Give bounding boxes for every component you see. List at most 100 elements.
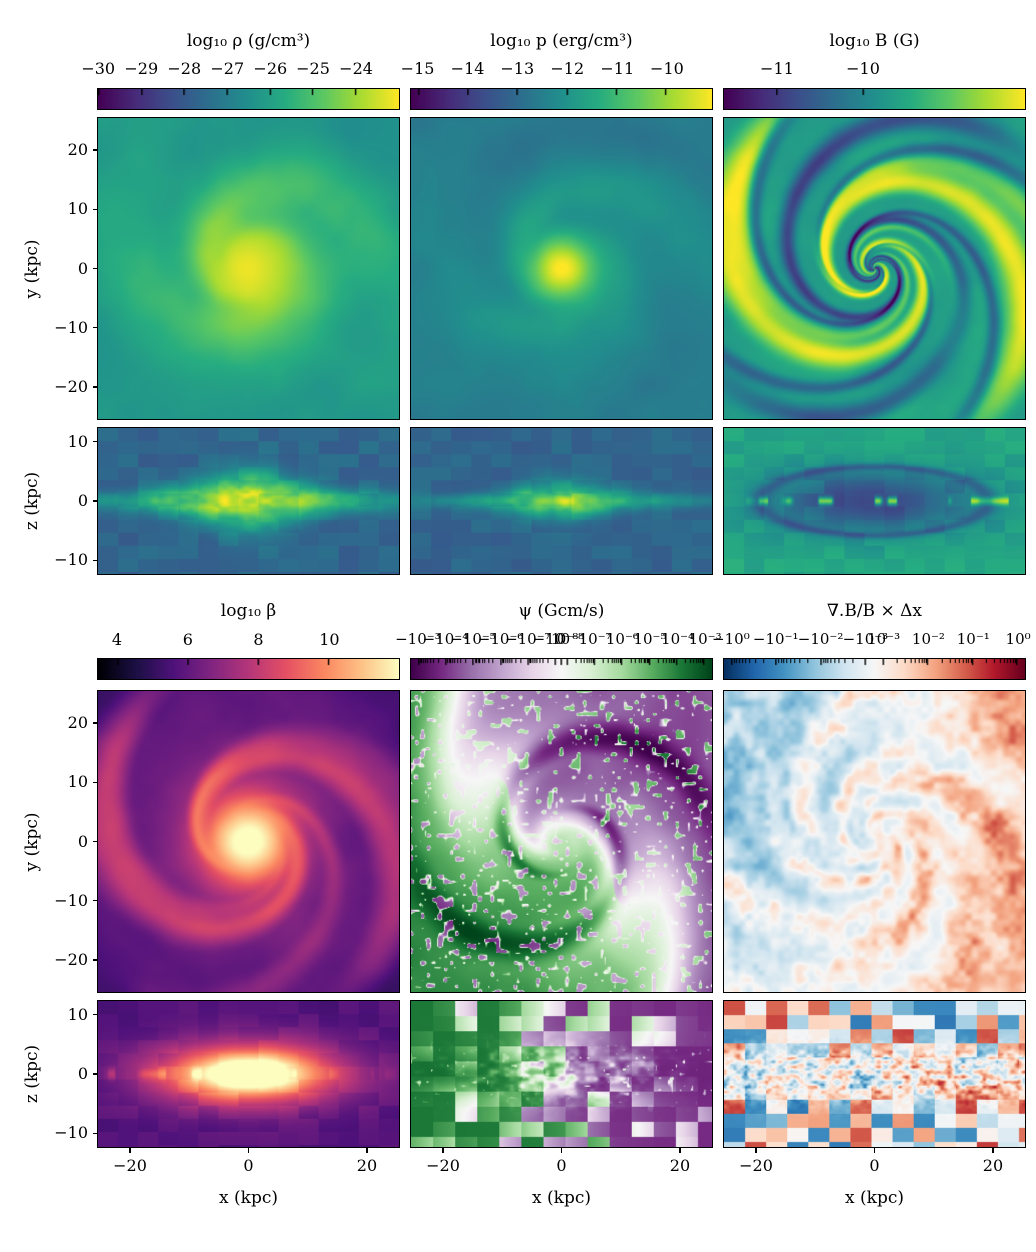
y-tick-mark <box>92 149 97 151</box>
z-tick-label: −10 <box>54 550 88 570</box>
y-tick-label: 10 <box>67 199 88 219</box>
colorbar-psi <box>410 658 713 680</box>
colorbar-tick-label: 10⁻⁶ <box>605 630 639 648</box>
colorbar-divb <box>723 658 1026 680</box>
y-tick-label: −20 <box>54 376 88 396</box>
edgeon-map-divb <box>723 1000 1026 1148</box>
z-tick-mark <box>92 1073 97 1075</box>
edgeon-canvas-pressure <box>411 428 712 574</box>
z-tick-mark <box>92 500 97 502</box>
colorbar-tick-label: −14 <box>450 59 485 78</box>
colorbar-tick-label: −10⁻⁶ <box>477 630 524 648</box>
colorbar-tick-label: 8 <box>253 630 264 649</box>
colorbar-tick-label: −12 <box>550 59 585 78</box>
colorbar-tick-label: 10⁻⁸ <box>551 630 585 648</box>
y-axis-label: y (kpc) <box>22 239 42 298</box>
colorbar-tick-label: −10⁻⁵ <box>450 630 496 648</box>
z-tick-label: 0 <box>77 1064 88 1083</box>
colorbar-tick-label: −13 <box>500 59 535 78</box>
colorbar-tick-label: 6 <box>182 630 193 649</box>
x-tick-mark <box>247 1148 250 1153</box>
edgeon-canvas-divb <box>724 1001 1025 1147</box>
faceon-canvas-density <box>98 118 399 419</box>
colorbar-gradient-bfield <box>724 89 1025 109</box>
colorbar-tick-label: −27 <box>210 59 245 78</box>
edgeon-canvas-bfield <box>724 428 1025 574</box>
edgeon-map-psi <box>410 1000 713 1148</box>
y-tick-mark <box>92 208 97 210</box>
faceon-map-beta <box>97 690 400 993</box>
x-axis-label: x (kpc) <box>845 1188 904 1208</box>
colorbar-tick-label: 10 <box>319 630 340 649</box>
y-tick-mark <box>92 326 97 329</box>
faceon-map-divb <box>723 690 1026 993</box>
y-tick-mark <box>92 781 97 783</box>
colorbar-gradient-divb <box>724 659 1025 679</box>
faceon-map-bfield <box>723 117 1026 420</box>
colorbar-gradient-pressure <box>411 89 712 109</box>
y-tick-label: −10 <box>54 317 88 337</box>
x-tick-label: 20 <box>982 1156 1004 1175</box>
colorbar-tick-label: −10⁰ <box>712 630 750 648</box>
colorbar-tick-label: 10⁰ <box>1005 630 1031 648</box>
faceon-map-density <box>97 117 400 420</box>
edgeon-map-beta <box>97 1000 400 1148</box>
y-tick-mark <box>92 386 97 388</box>
colorbar-tick-label: −10⁻³ <box>842 630 889 648</box>
colorbar-gradient-beta <box>98 659 399 679</box>
y-tick-label: 10 <box>67 772 88 792</box>
colorbar-tick-label: 10⁻³ <box>867 630 901 648</box>
colorbar-tick-label: −26 <box>253 59 288 78</box>
y-tick-mark <box>92 267 97 270</box>
colorbar-tick-label: −15 <box>400 59 435 78</box>
z-tick-label: 10 <box>67 1004 88 1024</box>
colorbar-beta <box>97 658 400 680</box>
x-tick-label: 0 <box>556 1156 567 1175</box>
x-tick-label: 20 <box>669 1156 691 1175</box>
x-tick-label: 0 <box>869 1156 880 1175</box>
x-tick-mark <box>755 1148 757 1153</box>
y-tick-label: 20 <box>67 140 88 160</box>
colorbar-tick-label: −10⁻⁷ <box>505 630 551 648</box>
colorbar-title-beta: log₁₀ β <box>220 601 277 621</box>
x-tick-mark <box>873 1148 876 1153</box>
y-tick-label: 0 <box>77 831 88 851</box>
faceon-canvas-divb <box>724 691 1025 992</box>
colorbar-tick-label: −10⁻² <box>797 630 844 648</box>
colorbar-tick-label: −10 <box>650 59 684 78</box>
y-tick-mark <box>92 840 97 843</box>
x-tick-label: −20 <box>739 1156 773 1175</box>
edgeon-canvas-density <box>98 428 399 574</box>
x-tick-label: −20 <box>426 1156 460 1175</box>
x-tick-mark <box>442 1148 444 1153</box>
z-tick-mark <box>92 559 97 561</box>
z-tick-label: −10 <box>54 1123 88 1143</box>
colorbar-density <box>97 88 400 110</box>
colorbar-tick-label: −10⁻³ <box>395 630 441 648</box>
z-tick-mark <box>92 441 97 443</box>
z-tick-mark <box>92 1014 97 1016</box>
edgeon-map-density <box>97 427 400 575</box>
faceon-canvas-beta <box>98 691 399 992</box>
colorbar-tick-label: −11 <box>600 59 635 78</box>
z-tick-label: 10 <box>67 431 88 451</box>
colorbar-tick-label: −10⁻⁴ <box>422 630 469 648</box>
colorbar-title-bfield: log₁₀ B (G) <box>829 31 920 51</box>
edgeon-map-bfield <box>723 427 1026 575</box>
colorbar-tick-label: 10⁻⁷ <box>578 630 612 648</box>
colorbar-tick-label: −25 <box>296 59 330 78</box>
faceon-canvas-pressure <box>411 118 712 419</box>
y-tick-mark <box>92 899 97 902</box>
edgeon-map-pressure <box>410 427 713 575</box>
x-tick-label: 20 <box>356 1156 378 1175</box>
colorbar-tick-label: −29 <box>124 59 159 78</box>
colorbar-tick-label: −10 <box>846 59 880 78</box>
y-axis-label: y (kpc) <box>22 812 42 871</box>
colorbar-title-pressure: log₁₀ p (erg/cm³) <box>490 31 633 51</box>
y-tick-label: 0 <box>77 258 88 278</box>
y-tick-label: 20 <box>67 713 88 733</box>
colorbar-tick-label: 10⁻² <box>911 630 945 648</box>
edgeon-canvas-beta <box>98 1001 399 1147</box>
